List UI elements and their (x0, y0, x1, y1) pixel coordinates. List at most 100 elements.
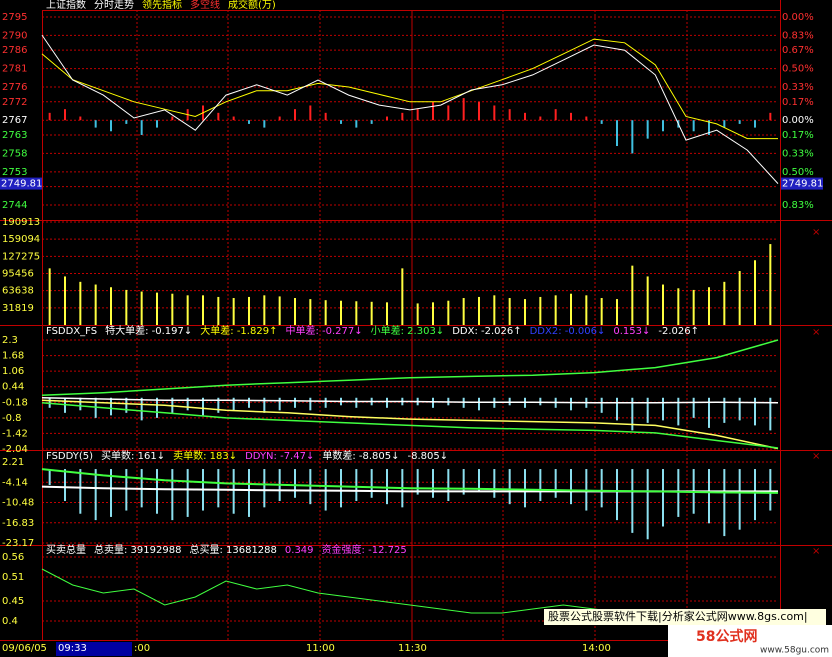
bar (524, 299, 526, 325)
bar (140, 120, 143, 135)
line (41, 397, 779, 404)
bar (340, 120, 342, 124)
right-tick-label: 0.67% (782, 45, 814, 56)
bar (539, 397, 542, 406)
bar (478, 469, 480, 492)
bar (386, 116, 388, 121)
bar (94, 120, 97, 128)
bar (248, 469, 250, 517)
logo-url: www.58gu.com (760, 646, 829, 656)
bar (554, 295, 557, 325)
header-item: 买卖总量 (46, 543, 86, 556)
header-item: 特大单差: -0.197↓ (105, 324, 192, 337)
right-tick-label: 0.83% (782, 30, 814, 41)
bar (600, 298, 603, 325)
y-tick-label: 2763 (2, 130, 27, 141)
bar (416, 109, 419, 121)
y-tick-label: 31819 (2, 303, 34, 314)
bar (217, 296, 220, 325)
right-tick-label: 0.17% (782, 130, 814, 141)
close-icons[interactable]: × × × × (812, 227, 820, 557)
time-grid (136, 10, 688, 640)
logo-box (668, 625, 832, 657)
bar (156, 120, 158, 128)
header-item: 总卖量: 39192988 (94, 543, 181, 556)
time-label: 11:00 (306, 643, 335, 654)
watermark-box (544, 609, 826, 625)
bar (631, 265, 634, 325)
bar (355, 397, 358, 408)
y-tick-label: 2786 (2, 45, 27, 56)
bar (294, 298, 296, 325)
bar (554, 469, 557, 498)
bar (263, 397, 266, 413)
bar (493, 469, 496, 498)
bar (508, 397, 511, 406)
y-tick-label: 2767 (2, 115, 27, 126)
bar (48, 112, 51, 121)
bar (278, 397, 281, 411)
header-item: 0.153↓ (613, 326, 650, 337)
bar (309, 105, 312, 121)
y-tick-label: -10.48 (2, 498, 34, 509)
line (41, 468, 779, 494)
bar (294, 109, 296, 121)
bar (754, 120, 756, 128)
bar (754, 397, 756, 426)
y-tick-label: 2781 (2, 64, 27, 75)
bar (232, 116, 235, 121)
y-tick-label: -16.83 (2, 518, 34, 529)
bar (171, 469, 174, 521)
time-label: 09:33 (58, 643, 87, 654)
bar (662, 397, 664, 421)
bar (248, 296, 250, 325)
bar (631, 397, 634, 431)
bar (370, 469, 373, 498)
line (41, 38, 778, 140)
bar (462, 298, 465, 325)
y-tick-label: -1.42 (2, 428, 28, 439)
bar (324, 112, 327, 121)
bar (416, 469, 419, 495)
bar (171, 116, 174, 121)
y-tick-label: 0.45 (2, 596, 24, 607)
time-label: 09/06/05 (2, 643, 47, 654)
bar (79, 397, 82, 411)
y-tick-label: 2.3 (2, 335, 18, 346)
y-tick-label: 190913 (2, 217, 40, 228)
right-tick-label: 0.33% (782, 148, 814, 159)
bar (110, 120, 112, 132)
right-tick-label: 0.83% (782, 200, 814, 211)
bar (738, 469, 741, 530)
bar (447, 105, 450, 121)
y-tick-label: 0.56 (2, 552, 24, 563)
bar (386, 397, 388, 408)
header-item: 总买量: 13681288 (189, 543, 276, 556)
bar (294, 469, 296, 498)
last-price-label: 2749.81 (1, 179, 42, 190)
bar (708, 287, 710, 325)
bar (508, 298, 511, 325)
bar (570, 112, 572, 121)
bar (217, 112, 220, 121)
right-tick-label: 0.17% (782, 97, 814, 108)
bar (723, 469, 726, 537)
right-tick-label: 0.00% (782, 115, 814, 126)
bar (723, 281, 726, 325)
bar (677, 469, 680, 517)
bar (79, 116, 82, 121)
bar (570, 397, 572, 411)
bar (692, 289, 695, 325)
bar (263, 120, 266, 128)
bar (585, 116, 588, 121)
last-price-box (781, 177, 823, 190)
right-tick-label: 0.00% (782, 12, 814, 23)
bar (631, 469, 634, 533)
bar (48, 268, 51, 325)
line (41, 402, 779, 449)
bar (309, 299, 312, 325)
bar (708, 397, 710, 428)
y-tick-label: -23.17 (2, 538, 34, 549)
bar (692, 120, 695, 132)
